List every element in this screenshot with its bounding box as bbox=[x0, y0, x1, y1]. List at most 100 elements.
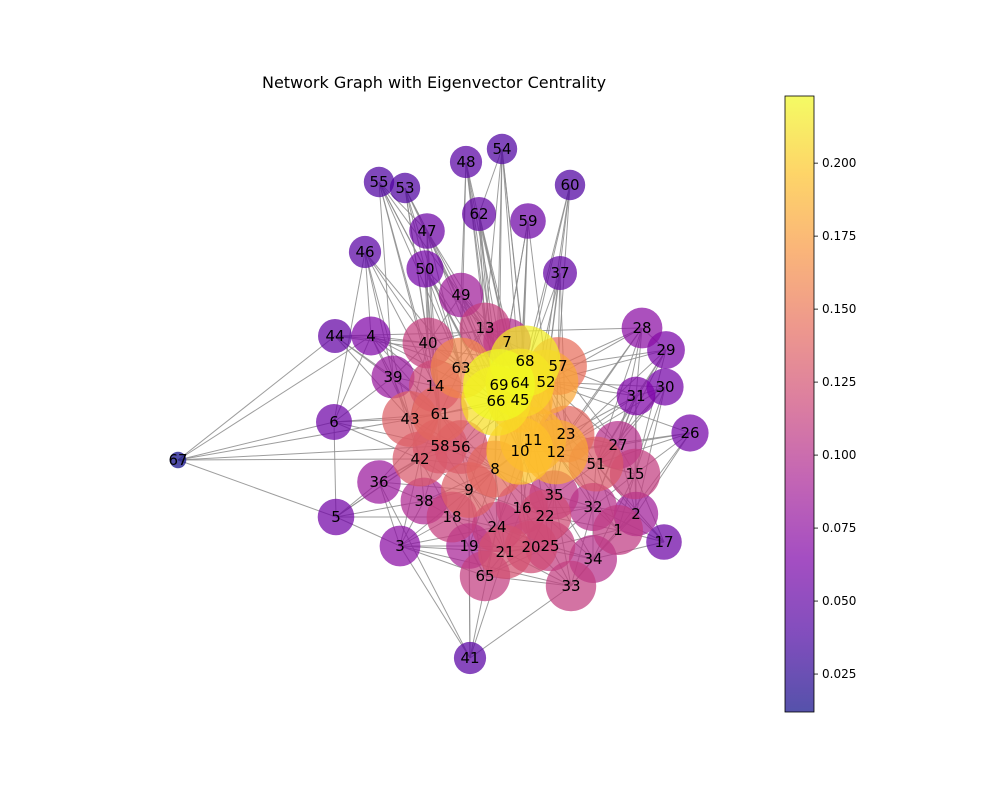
node-label-21: 21 bbox=[495, 543, 514, 561]
node-4[interactable] bbox=[351, 316, 391, 356]
node-label-69: 69 bbox=[489, 376, 508, 394]
node-55[interactable] bbox=[363, 166, 395, 198]
node-label-35: 35 bbox=[544, 486, 563, 504]
node-label-30: 30 bbox=[655, 378, 674, 396]
node-label-34: 34 bbox=[583, 550, 602, 568]
node-label-59: 59 bbox=[518, 212, 537, 230]
node-48[interactable] bbox=[449, 145, 483, 179]
node-17[interactable] bbox=[646, 524, 682, 560]
node-label-12: 12 bbox=[546, 443, 565, 461]
node-label-47: 47 bbox=[417, 222, 436, 240]
node-label-57: 57 bbox=[548, 357, 567, 375]
node-label-16: 16 bbox=[512, 499, 531, 517]
node-label-5: 5 bbox=[331, 508, 341, 526]
node-label-45: 45 bbox=[510, 391, 529, 409]
node-label-46: 46 bbox=[355, 243, 374, 261]
node-label-55: 55 bbox=[369, 173, 388, 191]
node-5[interactable] bbox=[317, 498, 355, 536]
node-label-48: 48 bbox=[456, 153, 475, 171]
node-label-20: 20 bbox=[521, 538, 540, 556]
node-6[interactable] bbox=[316, 404, 352, 440]
node-label-52: 52 bbox=[536, 373, 555, 391]
edge-54-13 bbox=[484, 148, 503, 329]
node-label-39: 39 bbox=[383, 368, 402, 386]
node-label-13: 13 bbox=[475, 319, 494, 337]
node-69[interactable] bbox=[463, 349, 535, 421]
node-3[interactable] bbox=[379, 525, 421, 567]
node-28[interactable] bbox=[621, 307, 663, 349]
node-label-40: 40 bbox=[418, 334, 437, 352]
node-label-3: 3 bbox=[395, 537, 405, 555]
node-44[interactable] bbox=[318, 319, 352, 353]
node-label-41: 41 bbox=[460, 649, 479, 667]
colorbar-tick-label: 0.100 bbox=[822, 448, 856, 462]
node-61[interactable] bbox=[411, 385, 469, 443]
node-59[interactable] bbox=[510, 203, 546, 239]
edge-67-44 bbox=[177, 335, 336, 461]
node-26[interactable] bbox=[671, 414, 709, 452]
colorbar-frame bbox=[784, 95, 815, 713]
node-label-36: 36 bbox=[369, 473, 388, 491]
node-label-68: 68 bbox=[515, 352, 534, 370]
node-label-51: 51 bbox=[586, 455, 605, 473]
edge-67-42 bbox=[177, 458, 421, 461]
node-36[interactable] bbox=[357, 460, 401, 504]
node-label-6: 6 bbox=[329, 413, 339, 431]
node-label-65: 65 bbox=[475, 567, 494, 585]
node-label-38: 38 bbox=[414, 492, 433, 510]
node-label-9: 9 bbox=[464, 481, 474, 499]
edge-67-5 bbox=[177, 459, 337, 518]
node-37[interactable] bbox=[543, 256, 577, 290]
node-label-22: 22 bbox=[535, 507, 554, 525]
node-label-15: 15 bbox=[625, 465, 644, 483]
node-53[interactable] bbox=[389, 172, 421, 204]
node-label-4: 4 bbox=[366, 327, 376, 345]
node-1[interactable] bbox=[593, 505, 643, 555]
colorbar-tick-label: 0.125 bbox=[822, 375, 856, 389]
node-label-1: 1 bbox=[613, 521, 623, 539]
node-label-10: 10 bbox=[510, 442, 529, 460]
colorbar-tick-label: 0.175 bbox=[822, 229, 856, 243]
node-21[interactable] bbox=[478, 525, 532, 579]
edge-41-3 bbox=[399, 545, 471, 659]
node-41[interactable] bbox=[453, 641, 487, 675]
node-label-49: 49 bbox=[451, 286, 470, 304]
edge-55-39 bbox=[378, 181, 394, 378]
node-label-43: 43 bbox=[400, 410, 419, 428]
node-label-27: 27 bbox=[608, 436, 627, 454]
node-49[interactable] bbox=[438, 272, 484, 318]
node-label-7: 7 bbox=[502, 333, 512, 351]
node-47[interactable] bbox=[409, 213, 445, 249]
node-62[interactable] bbox=[462, 197, 496, 231]
node-22[interactable] bbox=[518, 489, 572, 543]
node-label-11: 11 bbox=[523, 431, 542, 449]
colorbar-gradient bbox=[785, 96, 814, 712]
node-label-60: 60 bbox=[560, 176, 579, 194]
node-31[interactable] bbox=[616, 376, 656, 416]
colorbar: 0.025 0.050 0.075 0.100 0.125 0.150 0.175 0.200 bbox=[784, 95, 856, 713]
node-label-66: 66 bbox=[486, 392, 505, 410]
node-label-32: 32 bbox=[583, 498, 602, 516]
edge-67-6 bbox=[177, 421, 335, 461]
node-label-44: 44 bbox=[325, 327, 344, 345]
node-33[interactable] bbox=[545, 560, 597, 612]
node-label-62: 62 bbox=[469, 205, 488, 223]
node-label-63: 63 bbox=[451, 359, 470, 377]
node-label-17: 17 bbox=[654, 533, 673, 551]
node-label-29: 29 bbox=[656, 341, 675, 359]
node-46[interactable] bbox=[348, 235, 382, 269]
node-label-42: 42 bbox=[410, 450, 429, 468]
node-39[interactable] bbox=[371, 355, 415, 399]
colorbar-tick-label: 0.200 bbox=[822, 156, 856, 170]
node-54[interactable] bbox=[486, 133, 518, 165]
node-label-37: 37 bbox=[550, 264, 569, 282]
node-30[interactable] bbox=[646, 368, 684, 406]
node-label-28: 28 bbox=[632, 319, 651, 337]
node-60[interactable] bbox=[554, 169, 586, 201]
node-67[interactable] bbox=[169, 451, 187, 469]
node-label-26: 26 bbox=[680, 424, 699, 442]
node-50[interactable] bbox=[406, 250, 444, 288]
